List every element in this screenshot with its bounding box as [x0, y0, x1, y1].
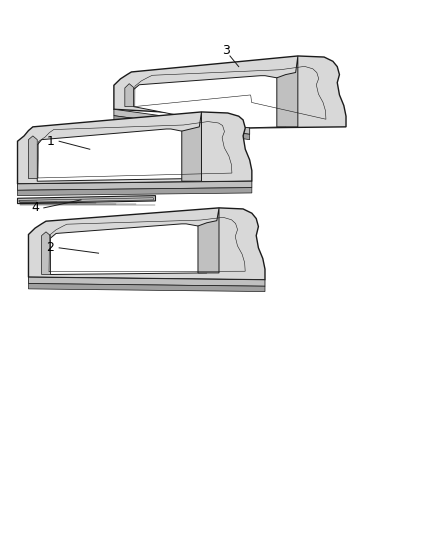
Polygon shape — [114, 109, 250, 134]
Polygon shape — [18, 181, 252, 190]
Polygon shape — [18, 188, 252, 196]
Polygon shape — [42, 232, 50, 274]
Polygon shape — [114, 56, 346, 128]
Polygon shape — [114, 116, 250, 140]
Polygon shape — [28, 277, 265, 286]
Polygon shape — [28, 284, 265, 292]
Text: 4: 4 — [31, 201, 39, 214]
Text: 2: 2 — [46, 241, 54, 254]
Polygon shape — [18, 196, 155, 204]
Polygon shape — [277, 56, 298, 127]
Polygon shape — [134, 76, 286, 128]
Polygon shape — [50, 224, 207, 274]
Polygon shape — [37, 129, 191, 181]
Polygon shape — [125, 84, 134, 107]
Polygon shape — [198, 208, 219, 273]
Polygon shape — [28, 136, 37, 179]
Polygon shape — [28, 208, 265, 280]
Text: 1: 1 — [46, 135, 54, 148]
Polygon shape — [182, 112, 201, 181]
Polygon shape — [18, 112, 252, 184]
Text: 3: 3 — [222, 44, 230, 57]
